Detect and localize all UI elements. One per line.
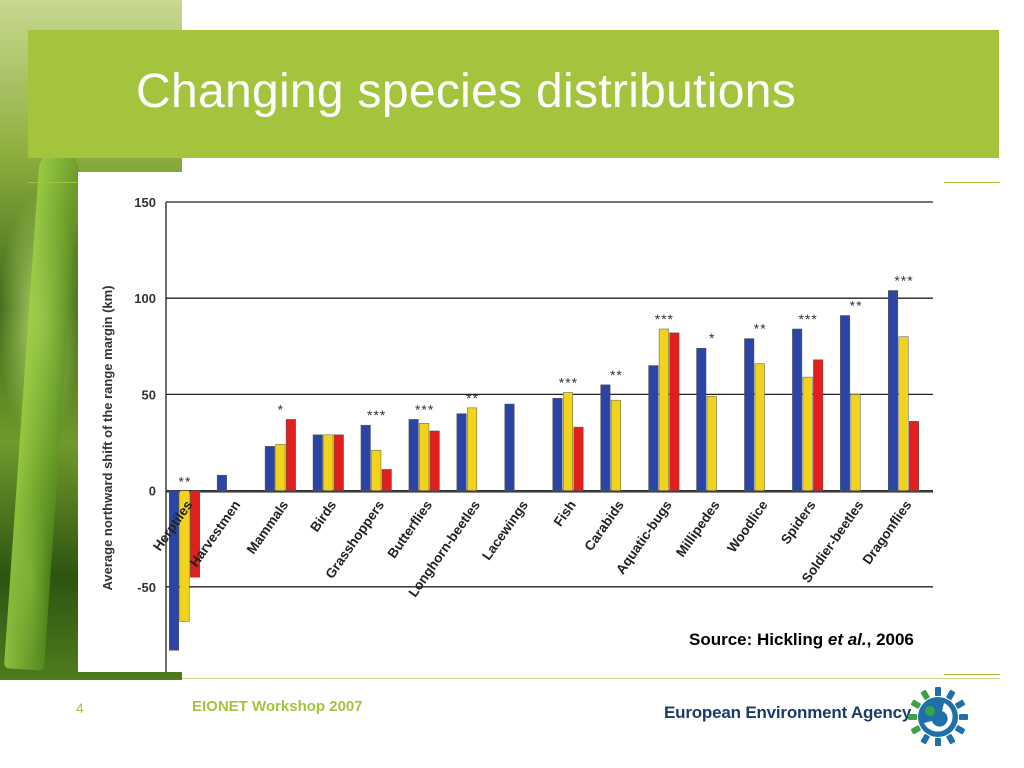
- bar-longhorn-beetles-series-1: [456, 413, 467, 491]
- bar-soldier-beetles-series-2: [850, 394, 861, 491]
- x-category-label: Butterflies: [385, 498, 436, 561]
- y-tick-label: 150: [134, 195, 156, 210]
- bar-aquatic-bugs-series-2: [658, 328, 669, 491]
- bar-spiders-series-1: [792, 328, 803, 491]
- bar-grasshoppers-series-2: [371, 449, 382, 491]
- bar-fish-series-1: [552, 397, 563, 491]
- bar-butterflies-series-1: [408, 419, 419, 491]
- bar-herptiles-series-2: [179, 490, 190, 622]
- bar-carabids-series-1: [600, 384, 611, 491]
- bar-birds-series-1: [312, 434, 323, 491]
- bar-fish-series-2: [562, 392, 573, 491]
- bar-mammals-series-3: [285, 419, 296, 491]
- divider-left: [28, 182, 78, 183]
- bar-mammals-series-2: [275, 444, 286, 491]
- significance-marker: **: [466, 390, 479, 406]
- eea-logo-icon: [908, 687, 968, 746]
- source-italic: et al.: [827, 630, 867, 649]
- bar-woodlice-series-2: [754, 363, 765, 491]
- footer-divider: [182, 678, 1000, 679]
- x-category-label: Dragonflies: [860, 498, 915, 567]
- bar-dragonflies-series-2: [898, 336, 909, 491]
- significance-marker: ***: [367, 407, 386, 423]
- bar-aquatic-bugs-series-3: [669, 332, 680, 491]
- source-citation: Source: Hickling et al., 2006: [689, 630, 914, 650]
- page-number: 4: [76, 700, 84, 716]
- bar-woodlice-series-1: [744, 338, 755, 491]
- source-prefix: Source: Hickling: [689, 630, 828, 649]
- bar-soldier-beetles-series-1: [840, 315, 851, 491]
- significance-marker: **: [850, 298, 863, 314]
- bar-grasshoppers-series-3: [381, 469, 392, 491]
- bar-lacewings-series-1: [504, 403, 515, 491]
- x-category-label: Birds: [307, 498, 339, 535]
- bar-birds-series-3: [333, 434, 344, 491]
- bar-spiders-series-2: [802, 376, 813, 491]
- bar-herptiles-series-1: [168, 490, 179, 651]
- x-category-label: Carabids: [581, 498, 626, 554]
- source-suffix: , 2006: [866, 630, 914, 649]
- x-category-label: Fish: [551, 498, 579, 529]
- x-category-label: Woodlice: [724, 497, 771, 555]
- x-category-label: Lacewings: [479, 498, 531, 563]
- y-tick-label: 100: [134, 291, 156, 306]
- bar-millipedes-series-2: [706, 396, 717, 491]
- bar-butterflies-series-3: [429, 430, 440, 491]
- significance-marker: ***: [798, 311, 817, 327]
- bar-birds-series-2: [323, 434, 334, 491]
- significance-marker: ***: [655, 311, 674, 327]
- y-tick-label: -50: [137, 580, 156, 595]
- bar-herptiles-series-3: [189, 490, 200, 578]
- significance-marker: ***: [559, 374, 578, 390]
- bar-dragonflies-series-3: [909, 421, 920, 491]
- bar-longhorn-beetles-series-2: [467, 407, 478, 491]
- slide-title: Changing species distributions: [136, 65, 797, 118]
- y-axis-label: Average northward shift of the range mar…: [100, 285, 115, 590]
- significance-marker: **: [179, 474, 192, 490]
- significance-marker: ***: [894, 273, 913, 289]
- y-tick-label: 0: [149, 484, 156, 499]
- bar-carabids-series-2: [610, 399, 621, 491]
- significance-marker: **: [754, 321, 767, 337]
- chart-panel: 150 100 50 0 -50 Average northward shift of t…: [78, 172, 944, 672]
- significance-marker: *: [278, 401, 284, 417]
- bar-aquatic-bugs-series-1: [648, 365, 659, 491]
- x-category-label: Millipedes: [673, 498, 723, 560]
- bar-dragonflies-series-1: [888, 290, 899, 491]
- bar-spiders-series-3: [813, 359, 824, 491]
- bar-mammals-series-1: [264, 446, 275, 491]
- bar-millipedes-series-1: [696, 347, 707, 491]
- background-leaf-blade: [3, 149, 81, 671]
- bar-harvestmen-series-1: [216, 474, 227, 491]
- significance-marker: **: [610, 367, 623, 383]
- agency-name: European Environment Agency: [664, 703, 912, 722]
- bar-grasshoppers-series-1: [360, 424, 371, 491]
- x-category-label: Mammals: [244, 498, 292, 557]
- significance-marker: ***: [415, 401, 434, 417]
- y-tick-label: 50: [142, 387, 156, 402]
- divider-right: [944, 182, 1000, 183]
- bar-chart: 150 100 50 0 -50 Average northward shift of t…: [100, 195, 933, 672]
- significance-marker: *: [709, 330, 715, 346]
- divider-right-bottom: [944, 674, 1000, 675]
- x-category-label: Spiders: [778, 498, 819, 547]
- title-band: [28, 30, 999, 158]
- footer-workshop: EIONET Workshop 2007: [192, 698, 363, 715]
- bar-butterflies-series-2: [419, 423, 430, 491]
- bar-fish-series-3: [573, 426, 584, 491]
